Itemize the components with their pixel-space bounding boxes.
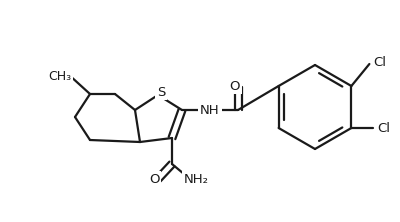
Text: O: O [149, 172, 159, 186]
Text: Cl: Cl [377, 121, 390, 135]
Text: O: O [230, 79, 240, 93]
Text: Cl: Cl [373, 56, 386, 69]
Text: CH₃: CH₃ [48, 71, 72, 83]
Text: NH: NH [200, 103, 220, 117]
Text: NH₂: NH₂ [184, 172, 208, 186]
Text: S: S [157, 85, 165, 99]
